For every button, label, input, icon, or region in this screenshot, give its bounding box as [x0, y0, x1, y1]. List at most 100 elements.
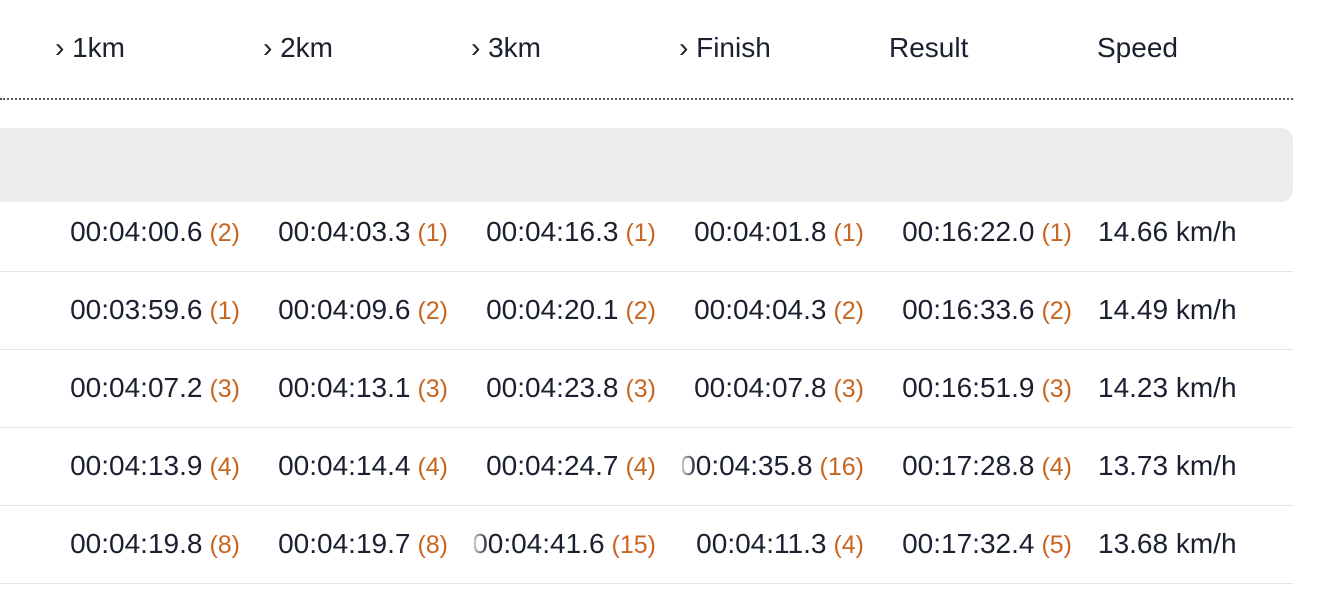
split-value: 00:04:07.2 (3)	[70, 372, 240, 403]
split-rank: (15)	[611, 531, 656, 559]
split-rank: (4)	[833, 531, 864, 559]
column-header: Speed	[1097, 32, 1178, 63]
split-time: 00:03:59.6	[70, 294, 203, 325]
split-time: 00:04:04.3	[694, 294, 827, 325]
split-cell: 00:04:03.3 (1)	[266, 212, 448, 252]
split-rank: (8)	[417, 531, 448, 559]
split-rank: (2)	[417, 297, 448, 325]
row-divider	[0, 349, 1293, 350]
split-time: 00:04:19.8	[70, 528, 203, 559]
split-cell: 00:04:13.9 (4)	[58, 446, 240, 486]
split-cell: 00:17:32.4 (5)	[891, 524, 1072, 564]
split-cell: 00:04:41.6 (15)	[474, 524, 656, 564]
split-value: 00:04:14.4 (4)	[278, 450, 448, 481]
split-time: 00:04:11.3	[696, 528, 827, 559]
split-rank: (3)	[417, 375, 448, 403]
split-cell: 00:04:00.6 (2)	[58, 212, 240, 252]
split-time: 00:04:16.3	[486, 216, 619, 247]
split-cell: 00:04:13.1 (3)	[266, 368, 448, 408]
split-time: 00:04:13.1	[278, 372, 411, 403]
column-header: › 1km	[55, 32, 125, 63]
split-cell: 00:04:20.1 (2)	[474, 290, 656, 330]
group-row	[0, 128, 1293, 202]
split-time: 00:04:01.8	[694, 216, 827, 247]
split-cell: 00:16:51.9 (3)	[891, 368, 1072, 408]
split-rank: (2)	[833, 297, 864, 325]
split-cell: 00:04:19.8 (8)	[58, 524, 240, 564]
column-header: Result	[889, 32, 969, 63]
split-value: 00:16:51.9 (3)	[902, 372, 1072, 403]
split-value: 00:04:11.3 (4)	[696, 528, 864, 559]
split-cell: 00:04:09.6 (2)	[266, 290, 448, 330]
split-rank: (1)	[417, 219, 448, 247]
split-value: 00:04:03.3 (1)	[278, 216, 448, 247]
split-time: 00:16:22.0	[902, 216, 1035, 247]
split-rank: (3)	[209, 375, 240, 403]
split-cell: 00:04:04.3 (2)	[682, 290, 864, 330]
split-rank: (3)	[833, 375, 864, 403]
split-time: 00:04:14.4	[278, 450, 411, 481]
split-cell: 00:04:14.4 (4)	[266, 446, 448, 486]
split-rank: (1)	[1041, 219, 1072, 247]
split-value: 00:04:09.6 (2)	[278, 294, 448, 325]
split-value: 00:04:19.8 (8)	[70, 528, 240, 559]
split-value: 00:04:07.8 (3)	[694, 372, 864, 403]
split-value: 00:04:41.6 (15)	[474, 528, 656, 559]
split-time: 00:04:19.7	[278, 528, 411, 559]
split-rank: (16)	[819, 453, 864, 481]
split-time: 00:16:51.9	[902, 372, 1035, 403]
split-cell: 00:17:28.8 (4)	[891, 446, 1072, 486]
split-value: 00:04:04.3 (2)	[694, 294, 864, 325]
split-time: 00:04:00.6	[70, 216, 203, 247]
split-rank: (3)	[625, 375, 656, 403]
split-value: 00:04:23.8 (3)	[486, 372, 656, 403]
split-value: 00:03:59.6 (1)	[70, 294, 240, 325]
split-cell: 00:04:35.8 (16)	[682, 446, 864, 486]
split-value: 00:04:01.8 (1)	[694, 216, 864, 247]
split-value: 00:04:24.7 (4)	[486, 450, 656, 481]
split-rank: (8)	[209, 531, 240, 559]
split-value: 00:17:28.8 (4)	[902, 450, 1072, 481]
split-rank: (5)	[1041, 531, 1072, 559]
split-cell: 00:16:22.0 (1)	[891, 212, 1072, 252]
split-cell: 00:04:23.8 (3)	[474, 368, 656, 408]
split-rank: (4)	[209, 453, 240, 481]
column-header: › 3km	[471, 32, 541, 63]
split-cell: 00:04:07.8 (3)	[682, 368, 864, 408]
split-time: 00:04:13.9	[70, 450, 203, 481]
row-divider	[0, 505, 1293, 506]
split-rank: (3)	[1041, 375, 1072, 403]
speed: 13.73 km/h	[1098, 450, 1237, 481]
split-rank: (1)	[625, 219, 656, 247]
split-value: 00:04:16.3 (1)	[486, 216, 656, 247]
split-cell: 00:04:01.8 (1)	[682, 212, 864, 252]
split-rank: (2)	[1041, 297, 1072, 325]
row-divider	[0, 271, 1293, 272]
split-value: 00:16:22.0 (1)	[902, 216, 1072, 247]
split-cell: 00:04:11.3 (4)	[682, 524, 864, 564]
split-value: 00:04:00.6 (2)	[70, 216, 240, 247]
split-cell: 00:04:07.2 (3)	[58, 368, 240, 408]
split-time: 00:04:41.6	[474, 528, 605, 559]
column-header: › Finish	[679, 32, 771, 63]
speed: 14.66 km/h	[1098, 216, 1237, 247]
header-divider	[0, 98, 1293, 100]
split-value: 00:04:35.8 (16)	[682, 450, 864, 481]
speed: 14.23 km/h	[1098, 372, 1237, 403]
split-time: 00:04:20.1	[486, 294, 619, 325]
row-divider	[0, 583, 1293, 584]
speed: 13.68 km/h	[1098, 528, 1237, 559]
split-cell: 00:16:33.6 (2)	[891, 290, 1072, 330]
split-rank: (2)	[625, 297, 656, 325]
split-time: 00:04:23.8	[486, 372, 619, 403]
split-value: 00:16:33.6 (2)	[902, 294, 1072, 325]
split-cell: 00:03:59.6 (1)	[58, 290, 240, 330]
speed: 14.49 km/h	[1098, 294, 1237, 325]
column-header: › 2km	[263, 32, 333, 63]
split-rank: (4)	[625, 453, 656, 481]
split-rank: (1)	[833, 219, 864, 247]
split-time: 00:17:28.8	[902, 450, 1035, 481]
split-time: 00:16:33.6	[902, 294, 1035, 325]
split-rank: (4)	[417, 453, 448, 481]
